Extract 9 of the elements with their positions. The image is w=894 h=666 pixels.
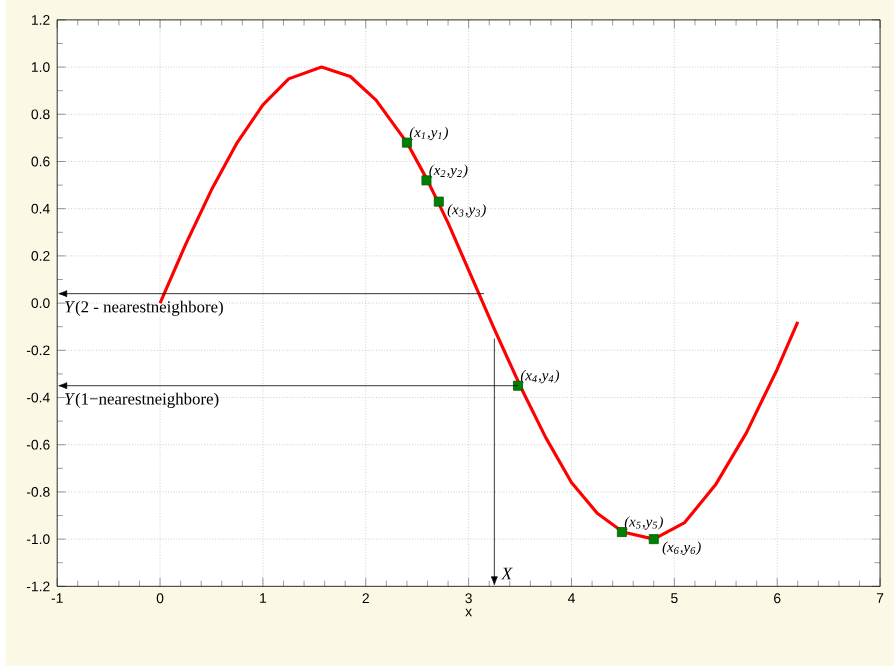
- point: [513, 380, 523, 391]
- point: [401, 137, 412, 148]
- point: [433, 196, 444, 207]
- annotation: Y(1−nearestneighbore): [65, 392, 219, 409]
- ref-line-label: X: [500, 567, 513, 580]
- annotation: Y(2 - nearestneighbore): [65, 300, 223, 317]
- point: [421, 175, 432, 186]
- point: [648, 534, 659, 545]
- point: [616, 527, 627, 538]
